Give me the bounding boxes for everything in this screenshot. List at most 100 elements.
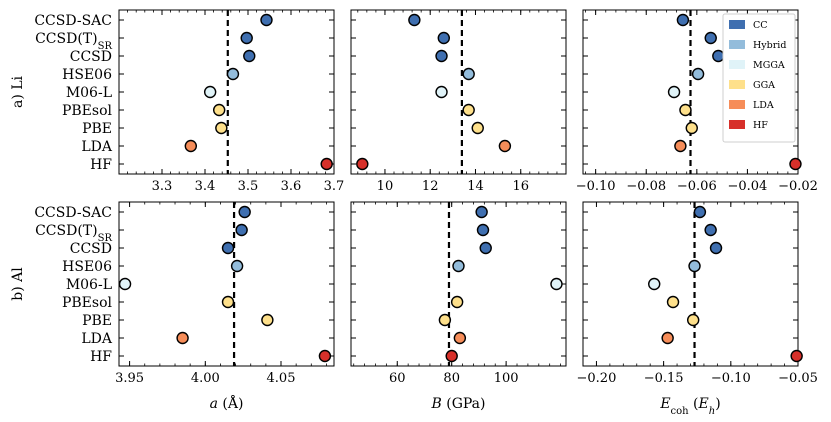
data-point bbox=[704, 31, 717, 45]
data-point bbox=[462, 67, 475, 81]
x-tick-label: −0.06 bbox=[677, 179, 717, 194]
x-tick-label: 100 bbox=[494, 371, 519, 386]
x-tick-label: 3.6 bbox=[281, 179, 302, 194]
data-point bbox=[679, 103, 692, 117]
category-label: HF bbox=[90, 157, 112, 173]
x-tick-label: 4.00 bbox=[191, 371, 220, 386]
data-point bbox=[704, 223, 717, 237]
data-point bbox=[471, 121, 484, 135]
data-point bbox=[435, 49, 448, 63]
x-tick-label: 16 bbox=[512, 179, 529, 194]
data-point bbox=[215, 121, 228, 135]
data-point bbox=[408, 13, 421, 27]
legend-swatch bbox=[729, 120, 745, 129]
data-point bbox=[789, 157, 802, 171]
x-tick-label: 60 bbox=[389, 371, 406, 386]
data-point bbox=[453, 331, 467, 345]
data-point bbox=[221, 295, 235, 309]
x-tick-label: 4.05 bbox=[267, 371, 296, 386]
data-point bbox=[693, 205, 707, 219]
data-point bbox=[261, 313, 274, 327]
data-point bbox=[790, 349, 803, 363]
legend-label: GGA bbox=[753, 80, 775, 91]
legend-label: Hybrid bbox=[753, 40, 786, 51]
category-label: LDA bbox=[81, 139, 113, 155]
panel-frame bbox=[350, 9, 567, 175]
category-label: PBEsol bbox=[62, 103, 113, 119]
x-axis-title: Ecoh (Eh) bbox=[659, 396, 720, 417]
legend-swatch bbox=[729, 100, 745, 109]
data-point bbox=[666, 295, 680, 309]
legend-swatch bbox=[729, 20, 745, 29]
data-point bbox=[709, 241, 723, 255]
x-tick-label: −0.02 bbox=[778, 179, 818, 194]
data-point bbox=[203, 85, 217, 99]
category-label: HSE06 bbox=[62, 259, 112, 275]
panel-frame bbox=[582, 201, 799, 367]
data-point bbox=[445, 349, 458, 363]
panel-frame bbox=[118, 9, 335, 175]
data-point bbox=[648, 277, 661, 291]
category-label: LDA bbox=[81, 331, 113, 347]
data-point bbox=[230, 259, 244, 273]
data-point bbox=[212, 103, 226, 117]
panel-frame bbox=[118, 201, 335, 367]
x-tick-label: −0.08 bbox=[626, 179, 666, 194]
data-point bbox=[356, 157, 369, 171]
x-tick-label: −0.10 bbox=[711, 371, 751, 386]
data-point bbox=[498, 139, 512, 153]
data-point bbox=[479, 241, 492, 255]
x-tick-label: −0.15 bbox=[644, 371, 684, 386]
data-point bbox=[437, 31, 450, 45]
data-point bbox=[686, 313, 700, 327]
data-point bbox=[240, 31, 253, 45]
row-label-1: b) Al bbox=[10, 267, 26, 301]
legend-swatch bbox=[729, 80, 745, 89]
data-point bbox=[691, 67, 705, 81]
data-point bbox=[235, 223, 248, 237]
x-tick-label: 3.95 bbox=[115, 371, 144, 386]
category-label: CCSD-SAC bbox=[34, 205, 112, 221]
x-axis-title: B (GPa) bbox=[431, 396, 486, 412]
data-point bbox=[685, 121, 698, 135]
category-label: HF bbox=[90, 349, 112, 365]
x-tick-label: 12 bbox=[422, 179, 439, 194]
x-tick-label: 80 bbox=[443, 371, 460, 386]
data-point bbox=[176, 331, 189, 345]
x-tick-label: −0.10 bbox=[576, 179, 616, 194]
data-point bbox=[226, 67, 240, 81]
data-point bbox=[661, 331, 674, 345]
category-label: HSE06 bbox=[62, 67, 112, 83]
category-label: PBE bbox=[82, 313, 112, 329]
legend-swatch bbox=[729, 40, 745, 49]
data-point bbox=[475, 205, 488, 219]
data-point bbox=[450, 295, 464, 309]
data-point bbox=[667, 85, 681, 99]
data-point bbox=[238, 205, 251, 219]
data-point bbox=[435, 85, 448, 99]
category-label: PBEsol bbox=[62, 295, 113, 311]
category-label: CCSD(T)SR bbox=[35, 31, 112, 52]
data-point bbox=[462, 103, 475, 117]
data-point bbox=[184, 139, 198, 153]
category-label: CCSD(T)SR bbox=[35, 223, 112, 244]
x-axis-title: a (Å) bbox=[210, 394, 244, 412]
data-point bbox=[452, 259, 465, 273]
x-tick-label: −0.05 bbox=[778, 371, 818, 386]
x-tick-label: −0.20 bbox=[577, 371, 617, 386]
legend-label: MGGA bbox=[753, 60, 785, 71]
data-point bbox=[674, 139, 687, 153]
x-tick-label: 3.5 bbox=[238, 179, 259, 194]
legend-label: HF bbox=[753, 120, 768, 131]
data-point bbox=[550, 277, 563, 291]
row-label-0: a) Li bbox=[10, 75, 26, 108]
data-point bbox=[118, 277, 132, 291]
x-tick-label: 3.7 bbox=[324, 179, 345, 194]
data-point bbox=[221, 241, 235, 255]
legend-label: LDA bbox=[753, 100, 774, 111]
data-point bbox=[712, 49, 725, 63]
data-point bbox=[476, 223, 490, 237]
data-point bbox=[676, 13, 690, 27]
category-label: M06-L bbox=[66, 277, 112, 293]
